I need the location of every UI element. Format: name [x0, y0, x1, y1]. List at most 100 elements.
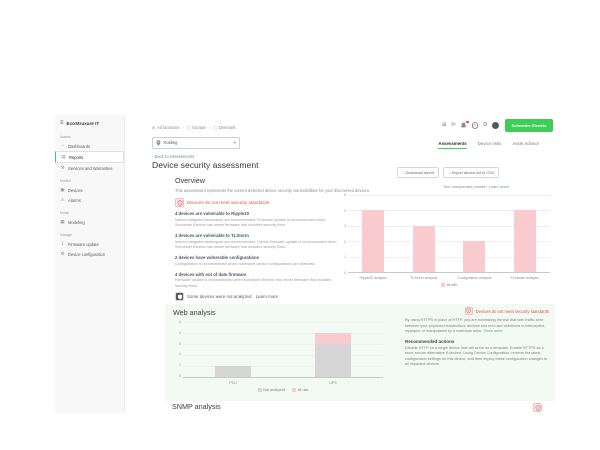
y-tick: 0 [344, 271, 346, 275]
gridline [183, 366, 383, 367]
notification-badge [465, 120, 469, 124]
list-item[interactable]: 4 devices with out of date firmware Firm… [175, 272, 343, 290]
back-link[interactable]: ‹ Back to Assessments [152, 154, 195, 159]
location-icon: ▢ [186, 125, 191, 130]
breadcrumb-label: All locations [157, 125, 180, 130]
user-avatar[interactable] [492, 122, 499, 129]
brand-label: Schneider Electric [511, 123, 547, 128]
issue-title: 4 devices are vulnerable to Ripple20 [175, 211, 250, 216]
menu-icon[interactable]: ≡ [60, 120, 64, 126]
main-content: ⊕ All locations › ▢ Europe › ▢ Denmark ⊞… [125, 115, 555, 413]
shield-alert-icon [175, 198, 184, 207]
report-icon: ▤ [61, 153, 66, 159]
sidebar-item-device-configuration[interactable]: ⚙ Device configuration [55, 249, 124, 259]
button-label: Export device list to CSV [451, 170, 495, 175]
show-more-link[interactable]: Show more [483, 329, 503, 333]
plot-area [183, 322, 383, 378]
sidebar-item-modeling[interactable]: ▦ Modeling [55, 217, 124, 227]
bar-pdu-not-analyzed[interactable] [215, 366, 251, 377]
nav-group-label: Model [60, 211, 69, 215]
mail-icon[interactable]: ✉ [450, 121, 456, 128]
app-logo: EcoStruxure IT [66, 120, 100, 126]
plot-area [348, 195, 550, 273]
bar-firmware[interactable] [513, 210, 536, 272]
breadcrumb-europe[interactable]: ▢ Europe [187, 125, 206, 130]
sidebar-item-label: Device configuration [68, 251, 106, 257]
apps-grid-icon[interactable]: ⊞ [441, 121, 447, 128]
bar-ups-not-analyzed[interactable] [315, 344, 351, 377]
y-tick: 2 [179, 352, 181, 357]
unexpected-text: See unexpected results? [443, 184, 488, 189]
nav-group-label: Assess [60, 135, 71, 139]
overview-intro: This assessment represents the current d… [175, 188, 370, 193]
web-analysis-body: By using HTTPS in place of HTTP, you are… [405, 318, 549, 335]
web-body-text: By using HTTPS in place of HTTP, you are… [405, 318, 545, 333]
grid-icon: ▦ [60, 218, 65, 224]
download-report-button[interactable]: ↓ Download report [397, 167, 440, 178]
bar-tlstorm[interactable] [412, 225, 435, 272]
tab-asset-advisor[interactable]: Asset Advisor [512, 141, 539, 146]
sidebar-item-label: Alarms [68, 197, 81, 203]
learn-more-link[interactable]: Learn more [255, 294, 279, 299]
snmp-status-banner[interactable] [533, 403, 542, 412]
sidebar: ≡ EcoStruxure IT Assess ◔ Dashboards ▤ R… [55, 115, 125, 413]
bar-ups-at-risk[interactable] [315, 333, 351, 344]
legend-swatch [292, 388, 297, 392]
y-tick: 4 [179, 330, 181, 335]
breadcrumb-label: Denmark [218, 125, 236, 130]
y-tick: 3 [179, 341, 181, 346]
breadcrumb-denmark[interactable]: ▢ Denmark [213, 125, 235, 130]
chart-legend: Not analyzed At risk [183, 388, 383, 392]
tab-assessments[interactable]: Assessments [438, 141, 467, 149]
server-icon: ▣ [60, 186, 65, 192]
page-title: Device security assessment [152, 160, 259, 170]
list-item[interactable]: 3 devices are vulnerable to TLStorm Inte… [175, 233, 343, 251]
not-analyzed-text: Some devices were not analyzed. [187, 294, 253, 299]
issue-description: Firmware update is recommended when Schn… [175, 278, 331, 288]
x-label: Configuration analysis [457, 276, 492, 280]
sliders-icon: ⚙ [60, 250, 65, 256]
web-status-banner[interactable]: Devices do not meet security standards [405, 307, 549, 315]
y-tick: 5 [179, 320, 181, 324]
brand-logo: Schneider Electric [505, 119, 553, 132]
sidebar-item-label: Firmware update [68, 241, 99, 247]
help-icon[interactable]: ? [471, 122, 479, 129]
location-icon: ▢ [213, 125, 218, 130]
settings-gear-icon[interactable]: ⚙ [482, 121, 488, 128]
wrench-icon: ⚒ [60, 164, 65, 170]
bar-configuration[interactable] [463, 241, 486, 272]
globe-icon: ⊕ [152, 125, 156, 130]
sidebar-item-firmware-update[interactable]: ⇩ Firmware update [55, 239, 124, 249]
shield-alert-icon [464, 307, 473, 315]
tab-device-risks[interactable]: Device risks [477, 141, 502, 146]
report-actions: ↓ Download report ↓ Export device list t… [397, 167, 500, 178]
export-csv-button[interactable]: ↓ Export device list to CSV [443, 167, 500, 178]
overview-status-banner[interactable]: Devices do not meet security standards [175, 198, 269, 207]
sidebar-item-reports[interactable]: ▤ Reports [55, 151, 124, 163]
learn-more-link[interactable]: Learn more [488, 184, 509, 189]
tab-bar: Assessments Device risks Asset Advisor [438, 141, 539, 149]
app-window: ≡ EcoStruxure IT Assess ◔ Dashboards ▤ R… [55, 115, 555, 413]
list-item[interactable]: 4 devices are vulnerable to Ripple20 Int… [175, 211, 343, 229]
unexpected-results-note: See unexpected results? Learn more [443, 184, 509, 189]
sidebar-item-services-and-warranties[interactable]: ⚒ Services and Warranties [55, 163, 124, 173]
sidebar-item-dashboards[interactable]: ◔ Dashboards [55, 141, 124, 151]
button-label: Download report [405, 170, 435, 175]
location-filter-value: Kolding [163, 140, 178, 146]
gridline [183, 322, 383, 323]
shield-alert-icon [533, 403, 542, 412]
x-label: PDU [229, 381, 237, 385]
bar-row [183, 322, 383, 377]
bar-ripple20[interactable] [362, 210, 385, 272]
nav-group-label: Manage [60, 233, 72, 237]
legend-label: At risk [446, 283, 458, 287]
bar-row [348, 195, 550, 272]
location-filter-dropdown[interactable]: Kolding ▾ [152, 137, 240, 149]
x-axis-labels: PDU UPS [183, 381, 383, 385]
sidebar-item-devices[interactable]: ▣ Devices [55, 185, 124, 195]
list-item[interactable]: 2 devices have vulnerable configurations… [175, 255, 343, 267]
gridline [183, 333, 383, 334]
breadcrumb-all-locations[interactable]: ⊕ All locations [152, 125, 179, 130]
notifications-bell-icon[interactable] [460, 120, 469, 129]
sidebar-item-alarms[interactable]: ⚠ Alarms [55, 195, 124, 205]
